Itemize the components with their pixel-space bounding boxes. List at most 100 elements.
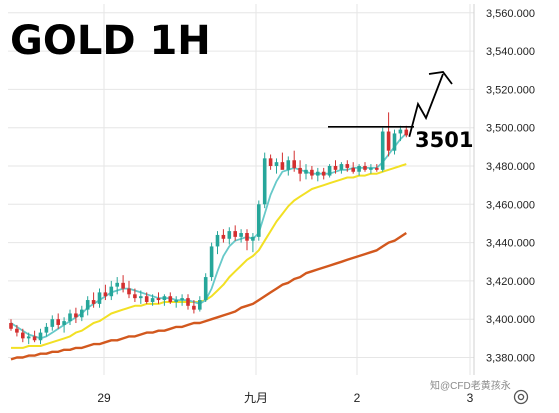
candle-body (380, 131, 385, 170)
candle-body (257, 204, 261, 237)
x-tick-label: 3 (467, 391, 474, 405)
candle-body (121, 282, 125, 289)
candle-body (15, 328, 19, 333)
y-tick-label: 3,520.000 (486, 84, 535, 96)
candle (392, 129, 397, 155)
candle (21, 328, 25, 343)
candle (316, 167, 320, 182)
candle-body (215, 234, 220, 247)
gear-icon[interactable] (513, 389, 529, 405)
y-tick-label: 3,460.000 (486, 199, 535, 211)
candle-body (32, 336, 37, 341)
y-tick-label: 3,540.000 (486, 46, 535, 58)
candle-body (44, 326, 49, 333)
candle-body (351, 167, 355, 172)
candle (333, 160, 338, 174)
candle (369, 164, 373, 174)
candle (310, 166, 314, 180)
candle (398, 125, 403, 142)
candle-body (21, 332, 25, 339)
candle (80, 305, 84, 322)
candle (162, 294, 167, 306)
candle-body (245, 233, 249, 241)
candle (139, 290, 143, 304)
candle-body (274, 162, 279, 166)
y-tick-label: 3,480.000 (486, 161, 535, 173)
candle (133, 288, 137, 302)
candle (15, 324, 19, 337)
candle-body (74, 313, 78, 318)
y-tick-label: 3,400.000 (486, 314, 535, 326)
candle-body (280, 162, 285, 170)
candle (245, 229, 249, 251)
candle (32, 330, 37, 343)
candle (168, 292, 173, 304)
candlesticks (9, 112, 409, 345)
candle-body (192, 305, 196, 310)
candle (280, 152, 285, 170)
candle (26, 332, 31, 345)
candle (221, 229, 226, 243)
x-tick-label: 29 (97, 391, 111, 405)
candle (9, 319, 13, 331)
candle-body (375, 167, 379, 170)
candle (286, 156, 291, 176)
candle-body (150, 298, 155, 302)
projection-arrow-head (428, 71, 453, 85)
candle-body (115, 282, 119, 287)
candle (268, 154, 273, 170)
candle (156, 292, 161, 304)
candle (215, 231, 220, 255)
projection-arrow (408, 73, 444, 138)
candle-body (339, 164, 344, 170)
candle-body (369, 167, 373, 170)
candle (345, 160, 350, 172)
candle (74, 307, 78, 324)
candle (274, 158, 279, 174)
candle-body (9, 323, 13, 329)
candle (91, 292, 96, 308)
chart-title: GOLD 1H (10, 18, 211, 64)
candle-body (168, 296, 173, 302)
candle-body (174, 300, 178, 302)
candle (251, 233, 255, 253)
candle-body (262, 158, 267, 205)
candle-body (127, 288, 131, 295)
candle-body (333, 166, 338, 170)
candle-body (80, 309, 84, 318)
candle (262, 152, 267, 209)
candle (174, 296, 178, 308)
candle-body (209, 246, 214, 278)
candle (227, 227, 232, 245)
candle (109, 280, 114, 301)
candle (56, 313, 60, 329)
candle (363, 162, 367, 172)
y-tick-label: 3,560.000 (486, 8, 535, 20)
candle (192, 300, 196, 314)
candle (304, 164, 308, 180)
y-tick-label: 3,420.000 (486, 276, 535, 288)
candle (298, 160, 302, 182)
candle (404, 125, 409, 138)
candle-body (91, 300, 96, 304)
candle (50, 315, 55, 331)
candle-body (321, 171, 326, 176)
annotations: 3501 (328, 71, 473, 152)
candle-body (298, 167, 302, 174)
y-tick-label: 3,500.000 (486, 123, 535, 135)
candle-body (233, 231, 237, 237)
candle (203, 273, 208, 302)
candle-body (144, 296, 149, 302)
candle-body (38, 332, 43, 341)
candle-body (103, 292, 108, 297)
candle-body (310, 169, 314, 176)
candle-body (404, 129, 409, 136)
candle-body (357, 166, 361, 172)
candle-body (386, 131, 391, 151)
candle (62, 317, 66, 333)
candle (127, 280, 131, 299)
candle (292, 150, 296, 172)
candle-body (68, 313, 72, 322)
candle (44, 323, 49, 337)
